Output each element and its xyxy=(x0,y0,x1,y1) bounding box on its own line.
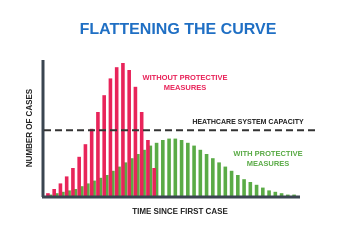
bar xyxy=(127,70,131,196)
bar xyxy=(254,184,259,196)
bar xyxy=(96,112,100,196)
bar xyxy=(73,189,78,196)
series-label: MEASURES xyxy=(164,83,207,92)
bar xyxy=(179,140,184,196)
bar xyxy=(211,158,215,196)
bar xyxy=(133,86,138,196)
bar xyxy=(89,128,94,196)
series-label: WITH PROTECTIVE xyxy=(233,149,302,158)
bar xyxy=(98,177,103,196)
bar xyxy=(146,140,150,196)
bar xyxy=(114,67,119,196)
x-axis-label: TIME SINCE FIRST CASE xyxy=(132,207,228,216)
bar xyxy=(71,168,75,196)
bar xyxy=(167,138,171,196)
bar xyxy=(223,166,228,196)
bar xyxy=(286,194,290,196)
capacity-label: HEATHCARE SYSTEM CAPACITY xyxy=(192,119,304,126)
bar xyxy=(161,140,165,196)
bar xyxy=(79,186,84,196)
bar xyxy=(58,183,63,196)
bar xyxy=(186,142,190,196)
bar xyxy=(54,193,59,196)
series-label: MEASURES xyxy=(247,159,290,168)
bar xyxy=(83,144,88,196)
bar xyxy=(108,78,113,196)
bar xyxy=(136,154,140,196)
bar xyxy=(52,189,56,196)
bar xyxy=(242,179,246,196)
bar xyxy=(292,194,296,196)
bar xyxy=(154,142,159,196)
bar xyxy=(267,190,271,196)
bar xyxy=(192,145,196,196)
bar xyxy=(129,158,134,196)
bar xyxy=(77,156,81,196)
bar xyxy=(142,149,146,196)
bar xyxy=(48,194,53,196)
bar xyxy=(117,166,121,196)
bar xyxy=(229,170,234,196)
bar xyxy=(248,182,253,196)
bar xyxy=(46,193,50,196)
bar xyxy=(102,95,106,196)
bar xyxy=(111,170,115,196)
bar xyxy=(217,162,221,196)
bar xyxy=(86,183,90,196)
bar xyxy=(123,162,128,196)
bar xyxy=(67,190,71,196)
bar xyxy=(152,168,156,196)
bar xyxy=(198,149,203,196)
bar xyxy=(104,175,109,196)
bar xyxy=(64,176,69,196)
series-label: WITHOUT PROTECTIVE xyxy=(143,73,228,82)
chart-title: FLATTENING THE CURVE xyxy=(80,21,277,38)
bar xyxy=(61,191,65,196)
bar xyxy=(204,154,209,196)
bar xyxy=(273,191,278,196)
bar xyxy=(148,145,153,196)
y-axis-label: NUMBER OF CASES xyxy=(25,88,34,167)
bar xyxy=(173,138,178,196)
bar xyxy=(92,180,96,196)
bar xyxy=(279,193,284,196)
bar xyxy=(261,187,265,196)
bar xyxy=(236,175,240,196)
bar xyxy=(139,112,144,196)
